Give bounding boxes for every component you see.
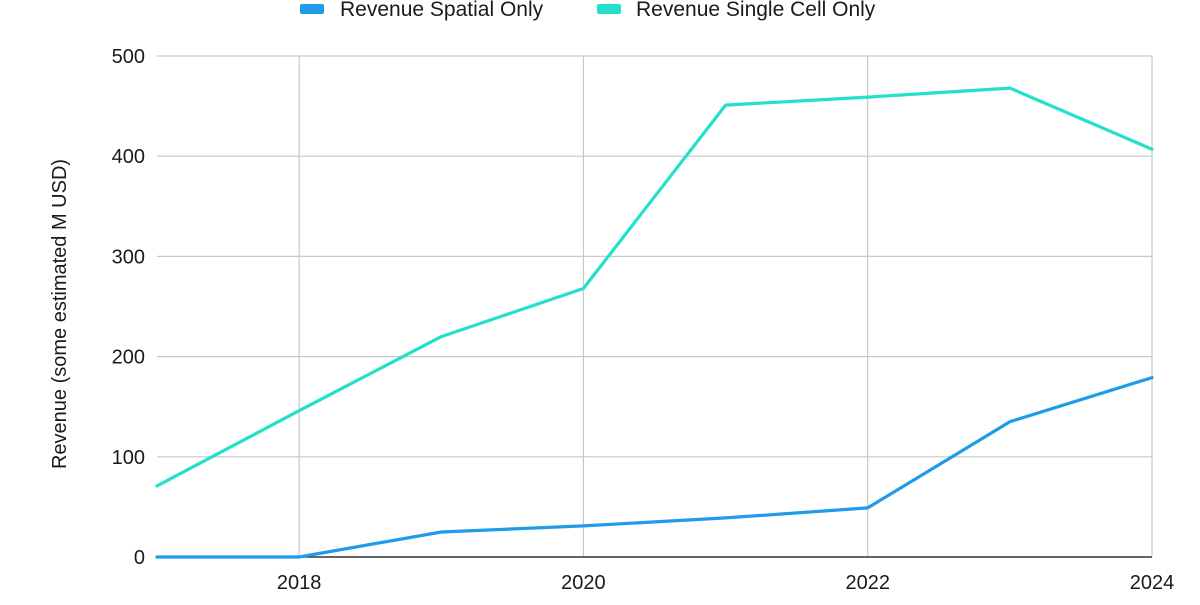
y-tick-label: 400 (112, 146, 145, 168)
y-tick-label: 0 (134, 547, 145, 569)
y-tick-label: 200 (112, 347, 145, 369)
x-tick-label: 2020 (561, 572, 606, 594)
series-line-single-cell (155, 86, 1154, 488)
legend: Revenue Spatial Only Revenue Single Cell … (300, 0, 876, 21)
legend-label: Revenue Spatial Only (340, 0, 544, 21)
x-tick-label: 2018 (277, 572, 322, 594)
series-lines (155, 86, 1154, 559)
legend-label: Revenue Single Cell Only (636, 0, 876, 21)
y-tick-label: 300 (112, 246, 145, 268)
x-tick-label: 2022 (845, 572, 890, 594)
x-tick-label: 2024 (1130, 572, 1175, 594)
x-axis-ticks: 2018 2020 2022 2024 (277, 572, 1174, 594)
y-tick-label: 100 (112, 447, 145, 469)
legend-swatch (597, 4, 621, 14)
grid-lines (157, 55, 1153, 558)
y-axis-title: Revenue (some estimated M USD) (49, 159, 71, 469)
y-axis-ticks: 0 100 200 300 400 500 (112, 46, 145, 569)
series-line-spatial (155, 376, 1154, 559)
legend-swatch (300, 4, 324, 14)
y-tick-label: 500 (112, 46, 145, 68)
